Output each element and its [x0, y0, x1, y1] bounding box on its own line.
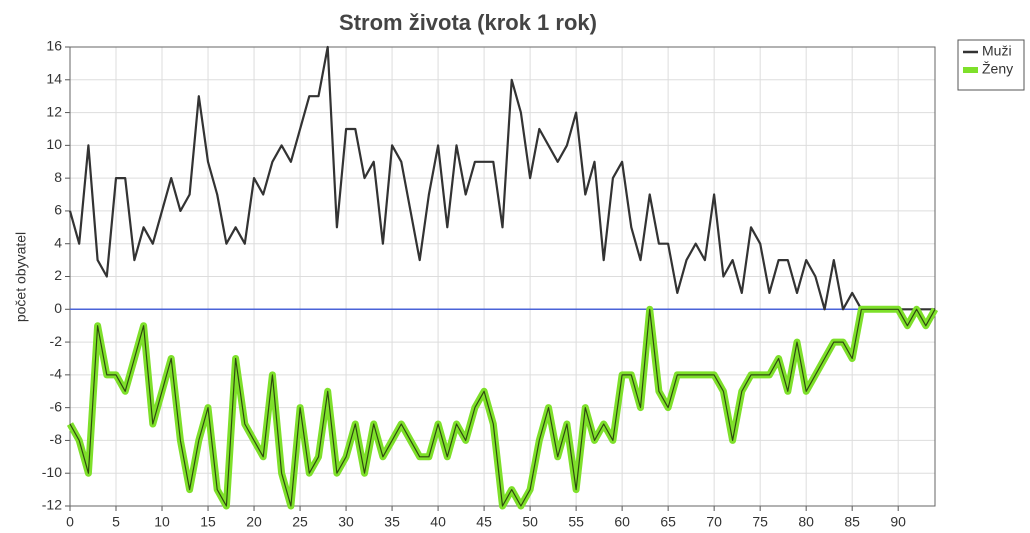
y-tick-label: 8 — [54, 169, 62, 185]
x-tick-label: 50 — [522, 514, 538, 530]
x-tick-label: 5 — [112, 514, 120, 530]
y-tick-label: 14 — [46, 70, 62, 86]
y-tick-label: -4 — [50, 366, 63, 382]
x-tick-label: 75 — [752, 514, 768, 530]
x-tick-label: 90 — [890, 514, 906, 530]
x-tick-label: 65 — [660, 514, 676, 530]
y-tick-label: -12 — [42, 497, 62, 513]
x-tick-label: 20 — [246, 514, 262, 530]
series-line-core — [69, 308, 936, 507]
x-tick-label: 60 — [614, 514, 630, 530]
y-tick-label: -6 — [50, 398, 63, 414]
y-tick-label: -10 — [42, 464, 62, 480]
x-tick-label: 10 — [154, 514, 170, 530]
x-tick-label: 30 — [338, 514, 354, 530]
legend-box — [957, 39, 1025, 91]
legend-label: Muži — [982, 43, 1012, 59]
x-tick-label: 15 — [200, 514, 216, 530]
x-tick-label: 25 — [292, 514, 308, 530]
x-tick-label: 80 — [798, 514, 814, 530]
y-tick-label: 4 — [54, 234, 62, 250]
y-tick-label: 2 — [54, 267, 62, 283]
x-tick-label: 55 — [568, 514, 584, 530]
y-axis-label: počet obyvatel — [13, 232, 29, 322]
chart-title: Strom života (krok 1 rok) — [339, 10, 597, 35]
x-tick-label: 45 — [476, 514, 492, 530]
y-tick-label: -8 — [50, 431, 63, 447]
x-tick-label: 35 — [384, 514, 400, 530]
y-tick-label: 10 — [46, 136, 62, 152]
y-tick-label: 0 — [54, 300, 62, 316]
x-tick-label: 0 — [66, 514, 74, 530]
legend-label: Ženy — [982, 61, 1013, 77]
y-tick-label: 16 — [46, 38, 62, 54]
x-tick-label: 85 — [844, 514, 860, 530]
y-tick-label: 6 — [54, 202, 62, 218]
y-tick-label: -2 — [50, 333, 63, 349]
series-line — [68, 45, 935, 311]
x-tick-label: 70 — [706, 514, 722, 530]
x-tick-label: 40 — [430, 514, 446, 530]
y-tick-label: 12 — [46, 103, 62, 119]
